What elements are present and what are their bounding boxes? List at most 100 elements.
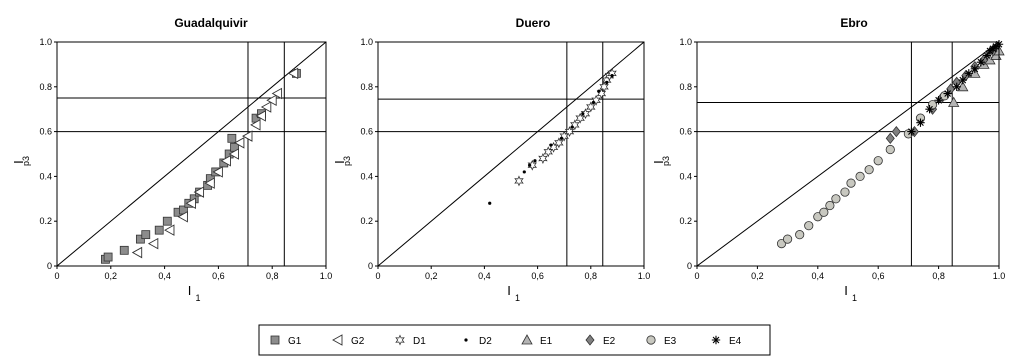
data-point-D2 [528, 163, 532, 167]
series-D1 [514, 67, 617, 187]
y-tick-label: 0 [368, 261, 373, 271]
legend-label: E4 [729, 336, 742, 347]
data-point-E4 [958, 75, 967, 85]
data-point-D2 [559, 136, 564, 140]
data-point-D2 [488, 201, 492, 205]
data-point-D1 [586, 101, 596, 113]
data-point-G2 [164, 224, 175, 236]
chart-title: Guadalquivir [174, 16, 248, 30]
data-point-G2 [233, 137, 245, 149]
legend-label: D1 [413, 336, 426, 347]
data-point-G1 [119, 245, 129, 255]
data-point-G1 [103, 252, 113, 262]
data-point-E3 [885, 144, 895, 155]
legend-marker-E2 [585, 334, 595, 346]
legend-label: E3 [664, 336, 677, 347]
x-tick-label: 0,8 [585, 271, 598, 281]
plot-frame [56, 41, 327, 267]
legend-item-G1: G1 [270, 335, 302, 347]
data-point-D1 [591, 94, 601, 106]
data-point-E4 [952, 82, 961, 91]
data-point-D1 [570, 119, 580, 131]
legend: G1 G2 D1 D2 E1 E2 E3 E4 [258, 324, 771, 356]
x-tick-label: 0,6 [872, 271, 885, 281]
y-axis-label: I [651, 160, 666, 164]
data-point-D2 [610, 74, 614, 78]
y-tick-label: 0.2 [39, 216, 52, 226]
y-tick-label: 1.0 [679, 37, 692, 47]
data-point-D2 [581, 112, 585, 116]
data-point-E3 [855, 171, 865, 181]
reference-lines [57, 42, 326, 266]
chart-title: Ebro [840, 16, 867, 30]
data-point-G2 [204, 177, 215, 189]
data-point-D1 [514, 175, 524, 187]
data-point-D1 [554, 137, 564, 149]
data-point-E2 [891, 125, 901, 138]
data-point-D1 [564, 126, 575, 138]
data-point-E3 [825, 200, 835, 211]
diagonal-line [697, 42, 999, 266]
data-point-D1 [607, 67, 617, 79]
data-point-E4 [964, 69, 973, 78]
legend-label: E2 [603, 336, 616, 347]
data-point-D2 [597, 89, 601, 93]
legend-item-E1: E1 [521, 334, 553, 347]
y-tick-label: 0.4 [39, 171, 52, 181]
x-axis-label-subscript: 1 [852, 293, 857, 303]
legend-label: G1 [288, 336, 302, 347]
data-point-D1 [538, 153, 548, 164]
y-tick-label: 0.4 [679, 171, 692, 181]
series-D2 [488, 74, 614, 205]
data-point-G2 [287, 67, 299, 80]
x-axis-label-subscript: 1 [196, 293, 201, 303]
data-point-E3 [846, 178, 856, 188]
y-tick-label: 1.0 [39, 37, 52, 47]
data-point-E1 [948, 96, 960, 107]
legend-label: G2 [351, 336, 365, 347]
data-point-E3 [840, 187, 850, 197]
y-axis-label: I [11, 160, 26, 164]
data-point-E3 [819, 207, 829, 217]
y-axis-label-subscript: p3 [661, 156, 671, 166]
legend-item-E3: E3 [646, 335, 677, 347]
x-tick-label: 0,2 [425, 271, 438, 281]
diagonal-line [57, 42, 326, 266]
y-tick-label: 0.6 [679, 127, 692, 137]
data-point-E4 [916, 118, 925, 127]
data-point-E4 [988, 44, 998, 53]
x-tick-label: 0,2 [105, 271, 118, 281]
y-tick-label: 0.8 [679, 82, 692, 92]
x-tick-label: 0,6 [531, 271, 544, 281]
data-point-E4 [985, 46, 995, 56]
legend-item-D1: D1 [395, 334, 426, 347]
data-point-E3 [831, 194, 841, 204]
legend-marker-G2 [332, 334, 343, 346]
data-point-E3 [864, 165, 874, 175]
data-point-G2 [271, 87, 283, 100]
y-tick-label: 0.8 [360, 82, 373, 92]
y-axis-label: I [332, 160, 347, 164]
data-point-G2 [220, 154, 231, 167]
legend-item-E2: E2 [585, 334, 616, 347]
data-point-E3 [776, 239, 787, 249]
y-tick-label: 0.8 [39, 82, 52, 92]
data-point-E3 [804, 221, 814, 231]
data-point-G1 [154, 225, 164, 235]
reference-lines [378, 42, 644, 266]
data-point-D1 [599, 81, 609, 93]
x-tick-label: 0 [54, 271, 59, 281]
data-point-E4 [982, 51, 992, 60]
reference-lines [697, 42, 999, 266]
y-tick-label: 0.6 [360, 127, 373, 137]
plot-frame [696, 41, 1000, 267]
data-point-D2 [605, 80, 609, 84]
legend-item-D2: D2 [464, 336, 492, 347]
y-axis-label-subscript: p3 [21, 156, 31, 166]
diagonal-line [378, 42, 644, 266]
data-point-D2 [591, 100, 596, 105]
data-point-E4 [976, 57, 986, 67]
data-point-E4 [943, 89, 952, 98]
series-G2 [131, 67, 299, 259]
